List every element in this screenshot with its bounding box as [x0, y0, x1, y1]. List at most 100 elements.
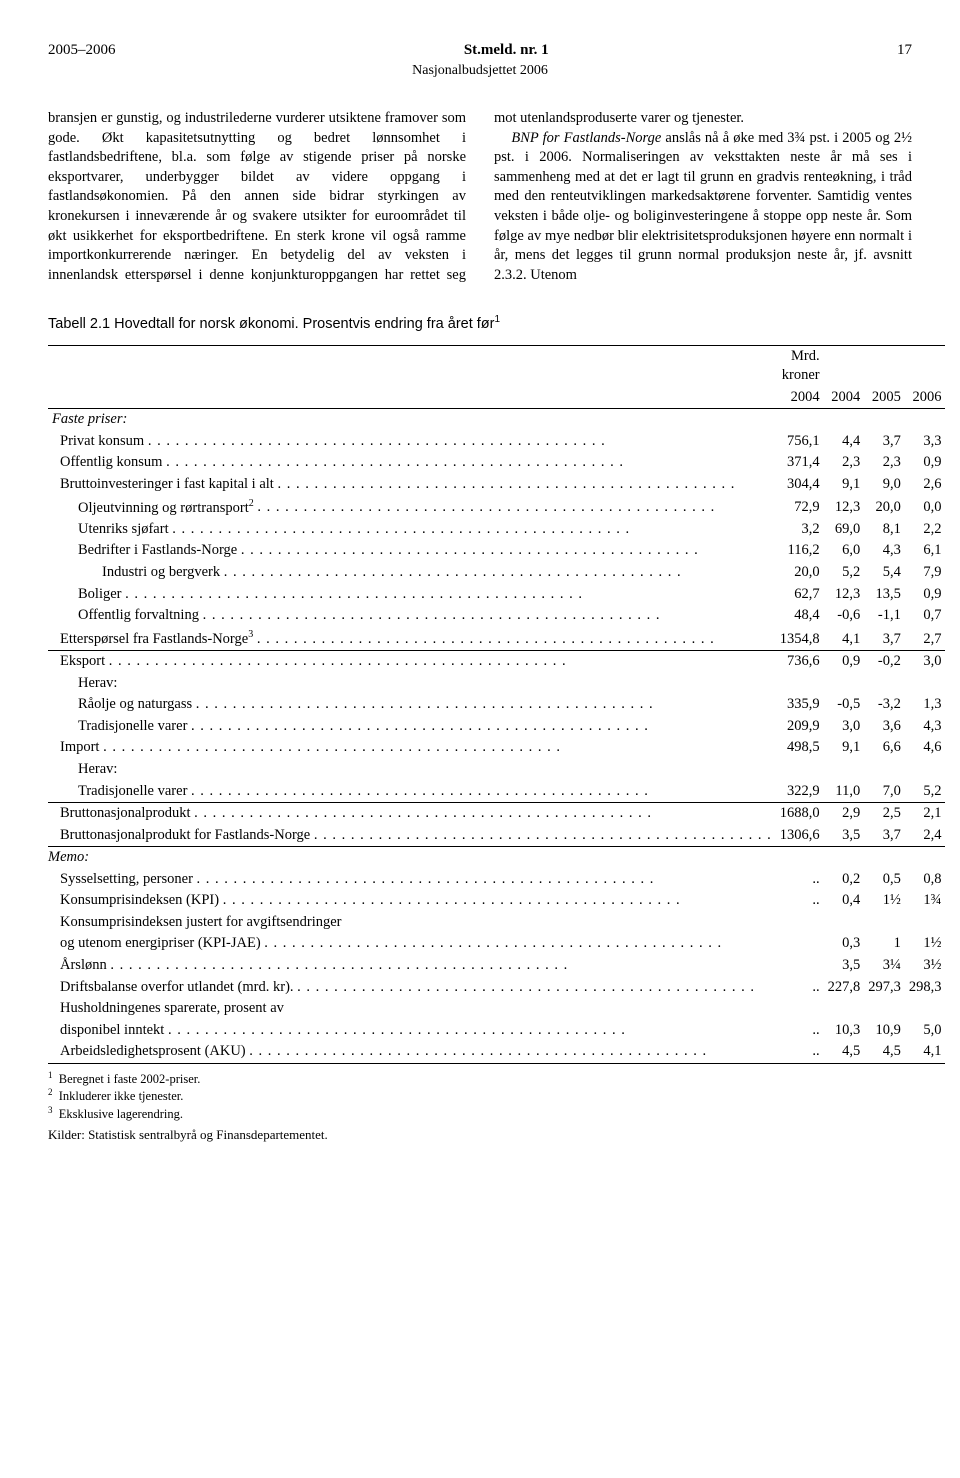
row-value: 72,9: [776, 496, 824, 519]
table-row: Driftsbalanse overfor utlandet (mrd. kr)…: [48, 977, 945, 999]
row-value: -0,2: [864, 651, 905, 673]
row-label: Utenriks sjøfart: [78, 521, 169, 537]
row-value: 0,9: [905, 452, 946, 474]
row-value: 4,4: [824, 431, 865, 453]
table-row: Bruttonasjonalprodukt for Fastlands-Norg…: [48, 825, 945, 847]
row-value: 5,2: [905, 781, 946, 803]
table-row: Årslønn 3,53¼3½: [48, 955, 945, 977]
row-value: [864, 759, 905, 781]
row-value: 20,0: [776, 562, 824, 584]
table-row: Husholdningenes sparerate, prosent av: [48, 998, 945, 1020]
table-row: Tradisjonelle varer 209,93,03,64,3: [48, 716, 945, 738]
col-year-0: 2004: [776, 387, 824, 409]
table-row: Offentlig forvaltning 48,4-0,6-1,10,7: [48, 605, 945, 627]
row-value: [905, 673, 946, 695]
row-value: 0,9: [824, 651, 865, 673]
row-value: 4,5: [824, 1041, 865, 1063]
row-value: 9,0: [864, 474, 905, 496]
col-year-2: 2005: [864, 387, 905, 409]
row-value: 304,4: [776, 474, 824, 496]
row-label: Bruttoinvesteringer i fast kapital i alt: [60, 476, 274, 492]
row-value: 9,1: [824, 737, 865, 759]
row-value: 62,7: [776, 584, 824, 606]
row-value: -1,1: [864, 605, 905, 627]
row-value: [824, 998, 865, 1020]
row-label: og utenom energipriser (KPI-JAE): [60, 935, 261, 951]
row-value: 10,3: [824, 1020, 865, 1042]
row-value: 5,2: [824, 562, 865, 584]
row-value: 2,2: [905, 519, 946, 541]
table-title-footnote-ref: 1: [494, 314, 500, 325]
row-value: 2,7: [905, 627, 946, 651]
row-value: 2,1: [905, 803, 946, 825]
row-label: Herav:: [78, 675, 117, 691]
row-label: Offentlig konsum: [60, 454, 162, 470]
table-row: Boliger 62,712,313,50,9: [48, 584, 945, 606]
table-row: Bruttonasjonalprodukt 1688,02,92,52,1: [48, 803, 945, 825]
row-value: 2,5: [864, 803, 905, 825]
row-value: 6,0: [824, 540, 865, 562]
row-value: 736,6: [776, 651, 824, 673]
row-value: 6,1: [905, 540, 946, 562]
row-value: 209,9: [776, 716, 824, 738]
table-title-text: Hovedtall for norsk økonomi. Prosentvis …: [114, 316, 494, 332]
row-footnote-ref: 2: [249, 498, 254, 509]
row-value: 1¾: [905, 890, 946, 912]
row-value: ..: [776, 869, 824, 891]
row-value: 1½: [864, 890, 905, 912]
row-value: 0,8: [905, 869, 946, 891]
table-title-prefix: Tabell 2.1: [48, 316, 114, 332]
row-value: 3,5: [824, 825, 865, 847]
row-value: 3,7: [864, 627, 905, 651]
table-sources: Kilder: Statistisk sentralbyrå og Finans…: [48, 1126, 912, 1144]
table-row: Privat konsum 756,14,43,73,3: [48, 431, 945, 453]
table-row: Utenriks sjøfart 3,269,08,12,2: [48, 519, 945, 541]
row-value: 4,5: [864, 1041, 905, 1063]
table-row: Råolje og naturgass 335,9-0,5-3,21,3: [48, 694, 945, 716]
row-value: 0,9: [905, 584, 946, 606]
row-value: 1½: [905, 933, 946, 955]
row-value: [824, 673, 865, 695]
row-value: 2,9: [824, 803, 865, 825]
table-row: Tradisjonelle varer 322,911,07,05,2: [48, 781, 945, 803]
row-value: -0,5: [824, 694, 865, 716]
row-label: Arbeidsledighetsprosent (AKU): [60, 1043, 246, 1059]
row-value: 7,0: [864, 781, 905, 803]
row-value: 4,3: [905, 716, 946, 738]
table-row: Konsumprisindeksen (KPI) ..0,41½1¾: [48, 890, 945, 912]
row-value: 10,9: [864, 1020, 905, 1042]
row-label: Tradisjonelle varer: [78, 718, 187, 734]
footnote: 3 Eksklusive lagerendring.: [48, 1105, 912, 1122]
row-value: 3½: [905, 955, 946, 977]
row-value: 116,2: [776, 540, 824, 562]
col-year-3: 2006: [905, 387, 946, 409]
row-label: Eksport: [60, 653, 105, 669]
row-label: Offentlig forvaltning: [78, 607, 199, 623]
row-value: [824, 759, 865, 781]
row-value: ..: [776, 1020, 824, 1042]
row-value: 2,3: [824, 452, 865, 474]
table-row: Etterspørsel fra Fastlands-Norge3 1354,8…: [48, 627, 945, 651]
row-value: 7,9: [905, 562, 946, 584]
row-value: 4,6: [905, 737, 946, 759]
row-value: 3,7: [864, 431, 905, 453]
table-row: og utenom energipriser (KPI-JAE) 0,311½: [48, 933, 945, 955]
table-row: Arbeidsledighetsprosent (AKU) ..4,54,54,…: [48, 1041, 945, 1063]
row-footnote-ref: 3: [248, 629, 253, 640]
row-value: 1306,6: [776, 825, 824, 847]
row-label: Boliger: [78, 586, 122, 602]
body-text: bransjen er gunstig, og industrilederne …: [48, 109, 912, 285]
row-value: 498,5: [776, 737, 824, 759]
header-doc-number: St.meld. nr. 1: [464, 40, 549, 60]
row-value: 3,7: [864, 825, 905, 847]
row-value: -0,6: [824, 605, 865, 627]
row-value: 0,0: [905, 496, 946, 519]
row-label: Driftsbalanse overfor utlandet (mrd. kr)…: [60, 979, 294, 995]
row-value: [776, 955, 824, 977]
row-label: Herav:: [78, 761, 117, 777]
page-header: 2005–2006 St.meld. nr. 1 17: [48, 40, 912, 60]
row-value: 297,3: [864, 977, 905, 999]
row-value: -3,2: [864, 694, 905, 716]
row-value: [776, 759, 824, 781]
table-title: Tabell 2.1 Hovedtall for norsk økonomi. …: [48, 313, 912, 334]
